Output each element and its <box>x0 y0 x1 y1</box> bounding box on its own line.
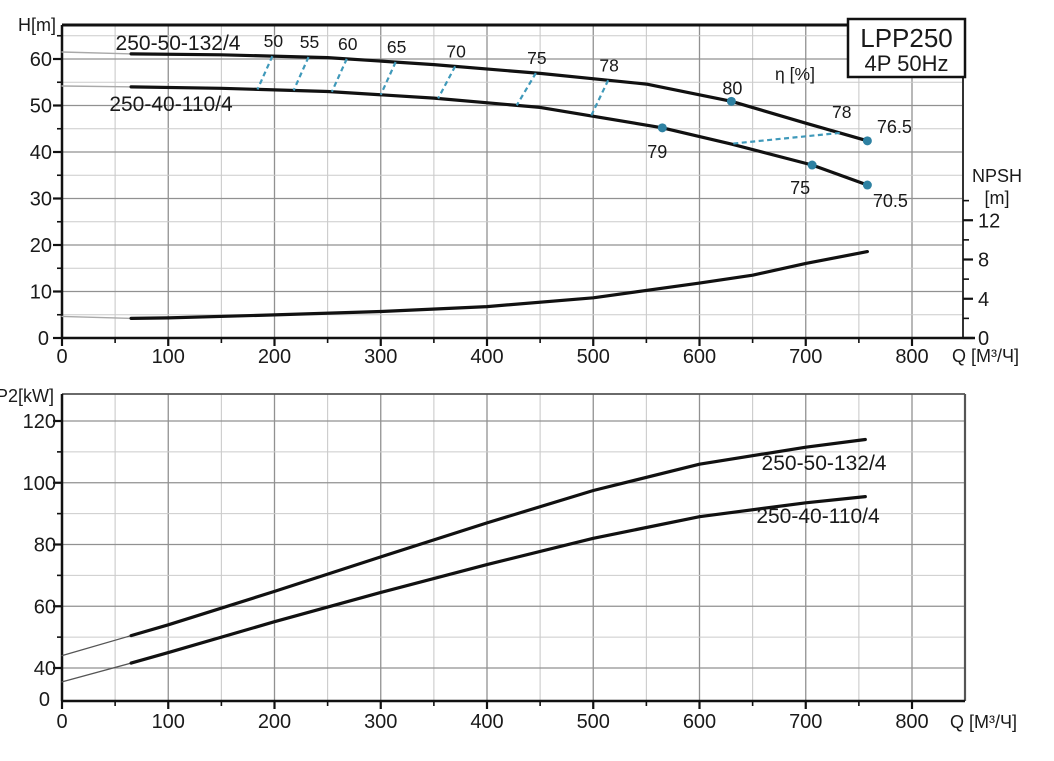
model-name: LPP250 <box>860 23 953 53</box>
h-axis-title: H[m] <box>18 15 56 35</box>
y-tick-label: 60 <box>34 596 56 618</box>
curve-250-40-110/4 <box>129 495 867 665</box>
efficiency-value-label: 55 <box>300 32 319 52</box>
efficiency-value-label: 75 <box>527 48 546 68</box>
efficiency-point <box>862 136 872 146</box>
x-tick-label: 500 <box>577 711 610 733</box>
efficiency-point-label: 76.5 <box>877 117 912 137</box>
efficiency-point-label: 70.5 <box>873 191 908 211</box>
efficiency-point <box>862 180 872 190</box>
y-tick-label: 60 <box>30 49 52 71</box>
x-tick-label: 200 <box>258 711 291 733</box>
npsh-tick-label: 12 <box>978 210 1000 232</box>
x-tick-label: 500 <box>577 346 610 368</box>
y-tick-label: 40 <box>34 658 56 680</box>
efficiency-point <box>726 96 736 106</box>
x-tick-label: 0 <box>56 346 67 368</box>
y-tick-label: 10 <box>30 282 52 304</box>
x-tick-label: 700 <box>789 346 822 368</box>
curve-extension-NPSH <box>61 315 132 320</box>
x-tick-label: 600 <box>683 346 716 368</box>
curve-250-50-132/4 <box>129 52 869 143</box>
efficiency-value-label: 50 <box>264 31 284 51</box>
npsh-tick-label: 8 <box>978 250 989 272</box>
x-tick-label: 700 <box>789 711 822 733</box>
efficiency-value-label: 60 <box>338 34 358 54</box>
efficiency-dash-line <box>292 56 310 91</box>
npsh-tick-label: 0 <box>978 328 989 350</box>
efficiency-dash-line <box>590 79 610 117</box>
npsh-tick-label: 4 <box>978 289 989 311</box>
x-tick-label: 0 <box>56 711 67 733</box>
curve-extension-250-40-110/4 <box>61 662 132 683</box>
eta-axis-title: η [%] <box>775 64 815 84</box>
x-tick-label: 200 <box>258 346 291 368</box>
efficiency-point <box>807 160 817 170</box>
y-tick-label: 100 <box>23 473 56 495</box>
efficiency-dash-line <box>437 65 457 99</box>
efficiency-dash-line <box>256 55 274 90</box>
x-tick-label: 400 <box>470 711 503 733</box>
curve-label-250-40-110/4: 250-40-110/4 <box>756 505 880 528</box>
curve-NPSH <box>129 250 869 320</box>
y-tick-label: 80 <box>34 535 56 557</box>
efficiency-dash-line <box>730 131 840 145</box>
efficiency-dash-line <box>515 72 537 106</box>
x-tick-label: 100 <box>152 346 185 368</box>
model-box <box>846 17 967 79</box>
curve-label-250-50-132/4: 250-50-132/4 <box>116 32 241 55</box>
x-tick-label: 300 <box>364 346 397 368</box>
curve-label-250-40-110/4: 250-40-110/4 <box>109 93 233 116</box>
y-tick-label: 0 <box>38 328 49 350</box>
efficiency-point-label: 80 <box>722 78 742 98</box>
y-tick-label: 120 <box>23 411 56 433</box>
efficiency-point-label: 79 <box>647 142 667 162</box>
y-tick-label: 20 <box>30 235 52 257</box>
y-zero-label: 0 <box>39 689 50 711</box>
y-tick-label: 40 <box>30 142 52 164</box>
q-axis-title-top: Q [М³/Ч] <box>952 346 1019 366</box>
curve-label-250-50-132/4: 250-50-132/4 <box>762 452 887 475</box>
efficiency-point-label: 75 <box>790 178 810 198</box>
model-spec: 4P 50Hz <box>865 51 949 76</box>
x-tick-label: 100 <box>152 711 185 733</box>
efficiency-point <box>657 123 667 133</box>
x-tick-label: 300 <box>364 711 397 733</box>
curve-extension-250-40-110/4 <box>61 85 132 88</box>
efficiency-dash-line <box>330 58 348 93</box>
efficiency-value-label: 78 <box>599 55 618 75</box>
efficiency-value-label: 65 <box>387 37 406 57</box>
p2-axis-title: P2[kW] <box>0 386 54 406</box>
curve-extension-250-50-132/4 <box>61 51 132 55</box>
x-tick-label: 800 <box>895 346 928 368</box>
efficiency-value-label: 78 <box>832 102 851 122</box>
curve-extension-250-50-132/4 <box>61 634 132 657</box>
x-tick-label: 800 <box>895 711 928 733</box>
y-tick-label: 30 <box>30 189 52 211</box>
npsh-axis-unit: [m] <box>985 188 1010 208</box>
efficiency-dash-line <box>379 61 397 96</box>
x-tick-label: 400 <box>470 346 503 368</box>
curve-250-50-132/4 <box>129 437 867 638</box>
curve-250-40-110/4 <box>129 85 869 187</box>
efficiency-value-label: 70 <box>446 41 466 61</box>
y-tick-label: 50 <box>30 96 52 118</box>
q-axis-title-bottom: Q [М³/Ч] <box>950 712 1017 732</box>
npsh-axis-title: NPSH <box>972 166 1022 186</box>
x-tick-label: 600 <box>683 711 716 733</box>
